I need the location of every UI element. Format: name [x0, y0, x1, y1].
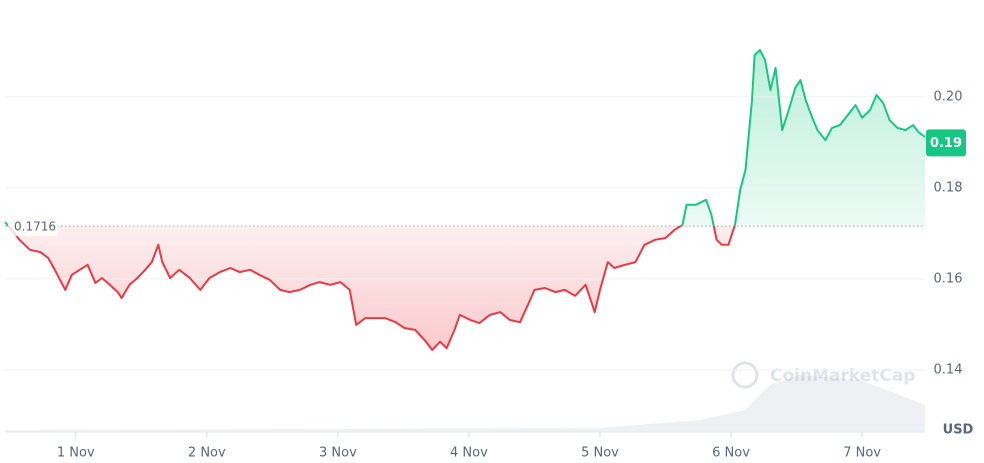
watermark-text: CoinMarketCap — [770, 366, 915, 386]
baseline-label-bg — [8, 216, 58, 237]
x-tick-label: 6 Nov — [712, 446, 750, 461]
current-price-label: 0.19 — [930, 136, 962, 151]
x-tick-label: 7 Nov — [843, 446, 881, 461]
y-unit: USD — [943, 423, 974, 438]
current-price-bg — [926, 129, 966, 157]
y-tick-label: 0.14 — [934, 362, 963, 377]
y-tick-label: 0.16 — [934, 271, 963, 286]
y-tick-label: 0.18 — [934, 180, 963, 195]
watermark-logo — [731, 361, 759, 389]
x-tick-label: 1 Nov — [57, 446, 95, 461]
area-fill — [5, 50, 925, 350]
x-tick-label: 2 Nov — [188, 446, 226, 461]
y-tick-label: 0.20 — [934, 89, 963, 104]
x-tick-label: 5 Nov — [581, 446, 619, 461]
x-tick-label: 3 Nov — [319, 446, 357, 461]
price-line — [4, 49, 926, 351]
volume-decoration — [5, 375, 925, 432]
baseline-label: 0.1716 — [14, 220, 56, 234]
x-tick-label: 4 Nov — [450, 446, 488, 461]
watermark: CoinMarketCap — [731, 361, 915, 389]
